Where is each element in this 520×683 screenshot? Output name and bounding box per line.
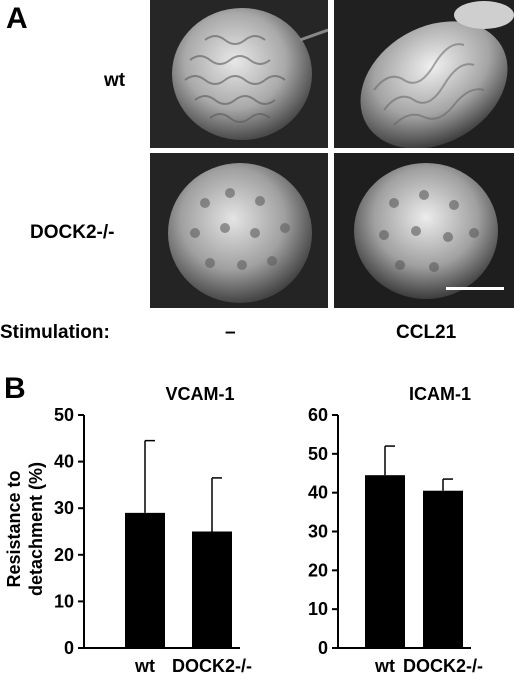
y-tick-label: 60 xyxy=(308,405,328,425)
bar-dock2- xyxy=(423,490,463,648)
y-tick-label: 50 xyxy=(308,444,328,464)
micrograph-wt-ccl21 xyxy=(334,0,514,148)
y-tick-label: 0 xyxy=(64,638,74,658)
x-tick-label: DOCK2-/- xyxy=(172,656,252,676)
bar-chart-vcam: 0 10 20 30 40 50 wt DOCK2-/- xyxy=(54,405,252,676)
y-axis-label-line1: Resistance to xyxy=(4,470,24,588)
condition-unstimulated: – xyxy=(225,322,236,343)
bar-wt xyxy=(125,512,165,648)
micrograph-dock2-ccl21 xyxy=(334,153,514,308)
stimulation-label: Stimulation: xyxy=(0,322,110,343)
micrograph-wt-unstimulated xyxy=(150,0,328,148)
chart-title-icam: ICAM-1 xyxy=(409,384,471,404)
x-tick-label: DOCK2-/- xyxy=(403,656,483,676)
y-tick-label: 20 xyxy=(308,560,328,580)
y-tick-label: 10 xyxy=(308,599,328,619)
x-tick-label: wt xyxy=(374,656,395,676)
y-tick-label: 20 xyxy=(54,545,74,565)
panel-a-letter: A xyxy=(6,2,28,35)
condition-ccl21: CCL21 xyxy=(396,322,457,343)
y-tick-label: 0 xyxy=(318,638,328,658)
panel-b-letter: B xyxy=(4,372,26,405)
row-label-wt: wt xyxy=(104,70,126,91)
row-label-dock2: DOCK2-/- xyxy=(30,222,115,243)
y-tick-label: 40 xyxy=(308,483,328,503)
bar-chart-icam: 0 10 20 30 40 50 60 wt DOCK2-/- xyxy=(308,405,483,676)
x-tick-label: wt xyxy=(134,656,155,676)
chart-title-vcam: VCAM-1 xyxy=(165,384,235,404)
bar-wt xyxy=(365,475,405,648)
y-tick-label: 10 xyxy=(54,591,74,611)
scale-bar xyxy=(446,287,504,290)
micrograph-dock2-unstimulated xyxy=(150,153,328,308)
y-tick-label: 40 xyxy=(54,452,74,472)
y-tick-label: 30 xyxy=(308,522,328,542)
y-tick-label: 30 xyxy=(54,498,74,518)
y-tick-label: 50 xyxy=(54,405,74,425)
bar-dock2- xyxy=(192,531,232,648)
